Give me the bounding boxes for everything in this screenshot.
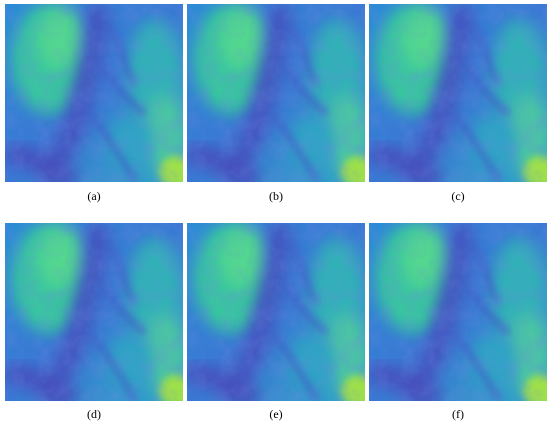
terrain-image	[187, 223, 377, 407]
terrain-image	[187, 4, 377, 188]
terrain-image	[5, 4, 195, 188]
panel-caption: (f)	[452, 407, 464, 421]
panel-caption: (c)	[451, 189, 464, 203]
panel-caption: (b)	[269, 189, 283, 203]
terrain-image	[369, 4, 550, 188]
panel-caption: (e)	[269, 407, 282, 421]
panel-caption: (d)	[87, 407, 101, 421]
terrain-image	[5, 223, 195, 407]
terrain-image	[369, 223, 550, 407]
panel-caption: (a)	[87, 189, 100, 203]
